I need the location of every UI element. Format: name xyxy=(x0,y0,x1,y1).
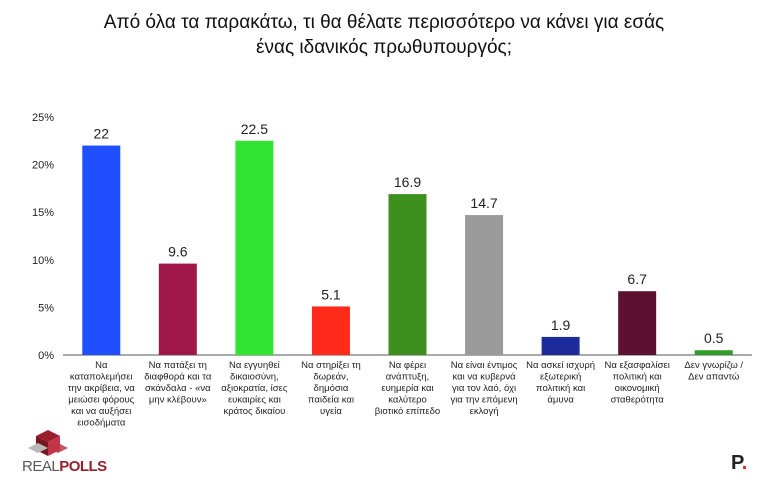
y-tick-label: 10% xyxy=(32,255,54,267)
x-tick-label: Να εγγυηθεί δικαιοσύνη, αξιοκρατία, ίσες ευ… xyxy=(221,360,288,417)
bar xyxy=(541,336,580,355)
data-label: 9.6 xyxy=(168,244,188,260)
x-tick-label: Να φέρει ανάπτυξη, ευημερία και καλύτερο βιο… xyxy=(375,360,440,417)
x-tick-label: Να πατάξει τη διαφθορά και τα σκάνδαλα - «… xyxy=(144,360,212,406)
publisher-mark: P. xyxy=(731,452,748,474)
bar xyxy=(388,194,427,355)
chart-title-line-2: ένας ιδανικός πρωθυπουργός; xyxy=(256,37,512,58)
y-tick-label: 5% xyxy=(38,302,54,314)
data-label: 0.5 xyxy=(704,330,724,346)
bar xyxy=(311,306,350,355)
bar xyxy=(235,140,274,355)
brand-right: POLLS xyxy=(59,458,107,475)
publisher-letter: P xyxy=(731,452,742,474)
data-label: 16.9 xyxy=(394,174,421,190)
x-tick-label: Δεν γνωρίζω / Δεν απαντώ xyxy=(684,360,743,383)
y-tick-label: 15% xyxy=(32,207,54,219)
bar xyxy=(465,215,504,355)
y-tick-label: 0% xyxy=(38,350,54,362)
x-tick-label: Να είναι έντιμος και να κυβερνά για τον λα… xyxy=(450,360,517,417)
realpolls-logo-icon xyxy=(28,430,68,456)
data-label: 14.7 xyxy=(470,195,497,211)
bar xyxy=(618,291,657,355)
chart-title-line-1: Από όλα τα παρακάτω, τι θα θέλατε περισσ… xyxy=(103,12,665,33)
data-label: 1.9 xyxy=(551,317,571,333)
x-tick-label: Να ασκεί ισχυρή εξωτερική πολιτική και άμυν… xyxy=(526,360,595,406)
data-label: 22 xyxy=(93,126,109,142)
y-tick-label: 25% xyxy=(32,112,54,124)
bar xyxy=(158,263,197,355)
chart-title: Από όλα τα παρακάτω, τι θα θέλατε περισσ… xyxy=(0,10,768,60)
data-label: 5.1 xyxy=(321,286,341,302)
x-tick-label: Να καταπολεμήσει την ακρίβεια, να μειώσει φ… xyxy=(68,360,136,429)
bar xyxy=(694,350,733,355)
data-label: 6.7 xyxy=(627,271,647,287)
bar xyxy=(82,145,121,355)
brand-left: REAL xyxy=(22,458,60,475)
data-label: 22.5 xyxy=(241,121,268,137)
brand-logo-text: REALPOLLS xyxy=(22,458,107,475)
y-tick-label: 20% xyxy=(32,160,54,172)
x-tick-label: Να στηρίξει τη δωρεάν, δημόσια παιδεία και υ… xyxy=(301,360,361,417)
x-tick-label: Να εξασφαλίσει πολιτική και οικονομική σταθ… xyxy=(605,360,670,406)
